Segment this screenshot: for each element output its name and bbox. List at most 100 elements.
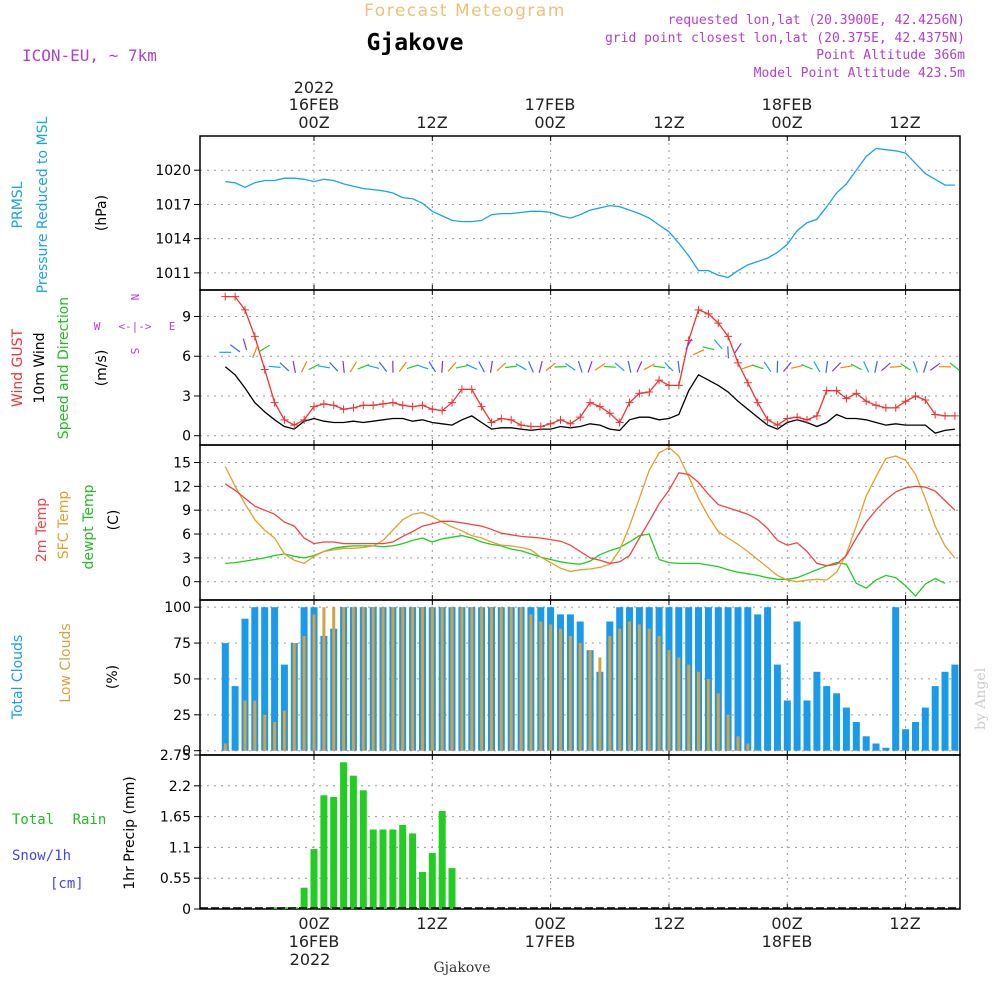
wind-direction-arrow	[949, 362, 960, 371]
wind-direction-arrow	[727, 346, 729, 359]
panel-wind: 0 3 6 9	[182, 289, 961, 446]
wind-direction-arrow	[268, 365, 281, 368]
wind-direction-arrow	[538, 360, 543, 373]
temp-label-sfc: SFC Temp	[56, 491, 72, 560]
gust-point	[379, 399, 388, 408]
wind-label-gust: Wind GUST	[10, 328, 26, 407]
wind-direction-arrow	[292, 360, 296, 373]
total-cloud-bar	[833, 693, 841, 751]
model-label: ICON-EU, ~ 7km	[22, 46, 157, 65]
wind-direction-arrow	[317, 365, 330, 369]
wind-direction-arrow	[229, 344, 241, 353]
y-tick-label: 1.65	[160, 810, 191, 826]
total-cloud-bar	[280, 664, 288, 751]
rain-bar	[320, 795, 328, 909]
low-cloud-bar	[746, 743, 750, 751]
wind-direction-arrow	[545, 362, 556, 372]
wind-direction-arrow	[279, 362, 290, 372]
gust-point	[250, 332, 259, 341]
wind-direction-arrow	[398, 361, 407, 373]
precip-label-snow: Snow/1h	[12, 848, 71, 864]
total-cloud-bar	[823, 686, 831, 751]
wind-direction-arrow	[863, 361, 870, 373]
low-cloud-bar	[361, 607, 365, 751]
gust-point	[724, 332, 733, 341]
wind-direction-arrow	[342, 360, 345, 373]
gust-point	[852, 389, 861, 398]
temp-label-2m: 2m Temp	[34, 498, 50, 562]
wind-direction-arrow	[742, 364, 754, 370]
panel-precip: 0 0.55 1.1 1.65 2.2 2.75	[160, 748, 961, 918]
low-cloud-bar	[450, 607, 454, 751]
gust-point	[586, 398, 595, 407]
total-cloud-bar	[931, 686, 939, 751]
gust-point	[891, 403, 900, 412]
wind-direction-arrow	[664, 362, 674, 372]
low-cloud-bar	[430, 607, 434, 751]
top-year: 2022	[294, 78, 335, 97]
total-cloud-bar	[803, 700, 811, 751]
y-tick-label: 0	[182, 744, 191, 760]
bottom-date-2: 17FEB	[525, 932, 576, 951]
gust-point	[300, 415, 309, 424]
wind-direction-arrow	[874, 360, 878, 373]
location-title: Gjakove	[367, 30, 464, 56]
temp-label-unit: (C)	[106, 510, 122, 531]
low-cloud-bar	[509, 607, 513, 751]
low-cloud-bar	[292, 643, 296, 751]
compass-arrows: <-|->	[118, 320, 151, 333]
low-cloud-bar	[322, 607, 326, 751]
total-cloud-bar	[951, 664, 959, 751]
gust-point	[526, 422, 535, 431]
panel-clouds: 0 25 50 75 100	[164, 599, 961, 760]
gust-point	[941, 411, 950, 420]
wind-direction-arrow	[850, 363, 862, 371]
total-cloud-bar	[271, 607, 279, 751]
total-cloud-bar	[764, 607, 772, 751]
low-cloud-bar	[312, 614, 316, 751]
gust-point	[674, 381, 683, 390]
gust-point	[694, 305, 703, 314]
rain-bar	[349, 775, 357, 909]
low-cloud-bar	[657, 635, 661, 751]
pressure-label-msl: Pressure Reduced to MSL	[35, 116, 51, 293]
total-cloud-bar	[714, 607, 722, 751]
wind-direction-arrow	[329, 361, 339, 372]
gust-point	[566, 419, 575, 428]
low-cloud-bar	[381, 607, 385, 751]
wind-label-10m: 10m Wind	[32, 332, 48, 403]
wind-direction-arrow	[406, 364, 419, 370]
wind-direction-arrow	[831, 362, 842, 372]
total-cloud-bar	[902, 729, 910, 751]
wind-direction-arrow	[300, 361, 308, 373]
low-cloud-bar	[263, 714, 267, 751]
wind-direction-arrow	[763, 361, 772, 373]
wind-direction-arrow	[801, 363, 813, 370]
y-tick-label: 75	[173, 636, 191, 652]
gust-point	[783, 414, 792, 423]
low-cloud-bar	[618, 628, 622, 751]
bottom-hour-6: 12Z	[889, 914, 920, 933]
gust-point	[536, 422, 545, 431]
rain-bar	[409, 833, 417, 909]
meteogram-title: Forecast Meteogram	[364, 1, 566, 21]
sfc-temp-line	[224, 446, 956, 583]
y-tick-label: 9	[182, 309, 191, 325]
plots: 1011101410171020036903691215025507510000…	[155, 135, 961, 918]
wind-direction-arrow	[923, 360, 928, 373]
gust-point	[221, 292, 230, 301]
wind-direction-arrow	[416, 364, 429, 370]
total-cloud-bar	[734, 607, 742, 751]
top-hour-6: 12Z	[889, 113, 920, 132]
low-cloud-bar	[598, 657, 602, 751]
total-cloud-bar	[754, 614, 762, 751]
bottom-time-axis: 00Z 12Z 00Z 12Z 00Z 12Z 16FEB 17FEB 18FE…	[289, 914, 921, 976]
top-date-1: 16FEB	[289, 95, 340, 114]
low-cloud-bar	[588, 650, 592, 751]
rain-bar	[448, 868, 456, 909]
y-tick-label: 1020	[155, 163, 191, 179]
gust-point	[270, 398, 279, 407]
gust-point	[822, 386, 831, 395]
gust-point	[467, 385, 476, 394]
total-cloud-bar	[241, 618, 249, 751]
